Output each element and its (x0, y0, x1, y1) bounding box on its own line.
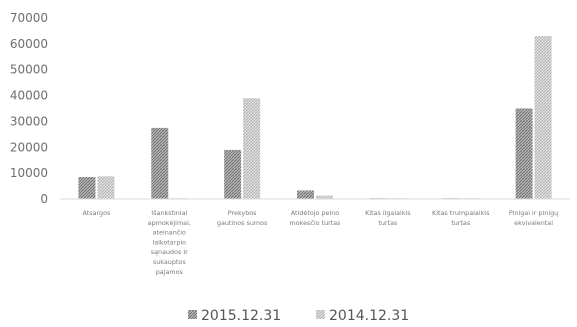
bar-series-2 (97, 176, 115, 199)
y-tick-label: 60000 (10, 37, 48, 51)
bar-series-1 (515, 108, 533, 199)
bar-series-1 (224, 149, 242, 199)
y-axis: 0 10000 20000 30000 40000 50000 60000 70000 (10, 11, 48, 206)
x-tick-label: Išankstiniai apmokėjimai, ateinančio laikot… (148, 209, 191, 276)
x-tick-label: Kitas ilgalaikis turtas (365, 209, 411, 227)
bar-series-1 (78, 177, 96, 199)
legend-label: 2015.12.31 (201, 308, 281, 324)
x-tick-label: Prekybos gautinos sumos (217, 209, 268, 227)
y-tick-label: 20000 (10, 140, 48, 154)
legend-label: 2014.12.31 (329, 308, 409, 324)
y-tick-label: 30000 (10, 114, 48, 128)
x-axis-labels: Atsargos Išankstiniai apmokėjimai, ateinanč… (83, 209, 559, 276)
legend-swatch (188, 310, 197, 319)
bar-series-2 (316, 195, 333, 199)
legend: 2015.12.31 2014.12.31 (188, 308, 409, 324)
y-tick-label: 40000 (10, 89, 48, 103)
y-tick-label: 50000 (10, 63, 48, 77)
bars (78, 36, 552, 199)
bar-series-2 (534, 36, 552, 199)
bar-series-1 (151, 127, 169, 199)
bar-series-1 (297, 190, 314, 199)
legend-swatch (316, 310, 325, 319)
x-tick-label: Pinigai ir pinigų ekvivalentai (509, 209, 558, 227)
y-tick-label: 0 (40, 192, 48, 206)
x-tick-label: Atsargos (83, 209, 111, 217)
x-tick-label: Atidėtojo pelno mokesčio turtas (289, 209, 341, 227)
x-tick-label: Kitas trumpalaikis turtas (432, 209, 490, 227)
y-tick-label: 70000 (10, 11, 48, 25)
bar-series-2 (243, 98, 261, 199)
y-tick-label: 10000 (10, 166, 48, 180)
